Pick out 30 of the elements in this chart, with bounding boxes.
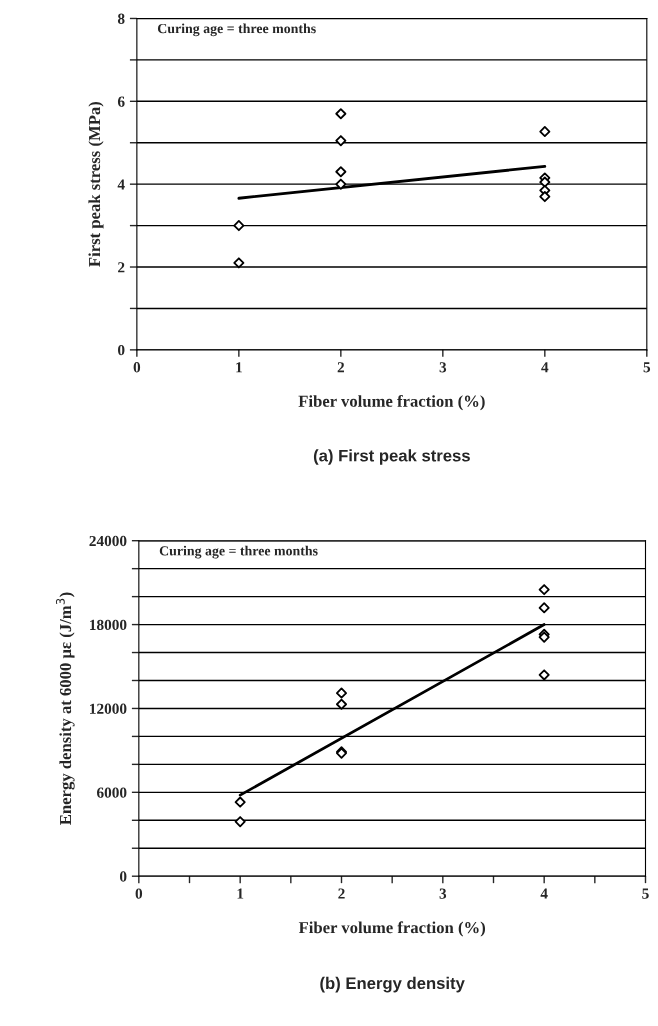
x-tick-label: 2: [337, 362, 345, 373]
x-tick-label: 1: [237, 888, 244, 899]
x-axis-title: Fiber volume fraction (%): [298, 394, 485, 411]
x-tick-label: 5: [643, 362, 651, 373]
y-tick-label: 0: [119, 871, 127, 882]
annotation: Curing age = three months: [157, 23, 316, 37]
y-tick-label: 24000: [89, 535, 127, 547]
y-axis-title: Energy density at 6000 με (J/m$^{3}$): [55, 592, 75, 825]
y-tick-label: 18000: [90, 619, 127, 631]
y-tick-label: 6: [117, 96, 125, 107]
x-tick-label: 2: [338, 888, 345, 899]
annotation: Curing age = three months: [159, 545, 318, 559]
x-tick-label: 3: [439, 888, 447, 899]
y-tick-label: 8: [117, 13, 125, 24]
y-axis-title: First peak stress (MPa): [88, 101, 104, 267]
x-tick-label: 0: [135, 888, 143, 899]
x-tick-label: 4: [540, 888, 548, 899]
y-tick-label: 6000: [97, 787, 127, 798]
x-axis-title: Fiber volume fraction (%): [298, 921, 486, 937]
x-tick-label: 3: [439, 362, 447, 373]
y-tick-label: 4: [117, 179, 125, 190]
y-tick-label: 0: [118, 345, 125, 356]
y-tick-label: 12000: [90, 703, 127, 714]
x-tick-label: 4: [541, 362, 549, 373]
x-tick-label: 1: [236, 362, 242, 373]
text: (a) First peak stress: [313, 449, 470, 465]
x-tick-label: 5: [642, 888, 649, 899]
x-tick-label: 0: [133, 362, 141, 373]
text: (b) Energy density: [320, 976, 465, 993]
y-tick-label: 2: [118, 262, 125, 273]
